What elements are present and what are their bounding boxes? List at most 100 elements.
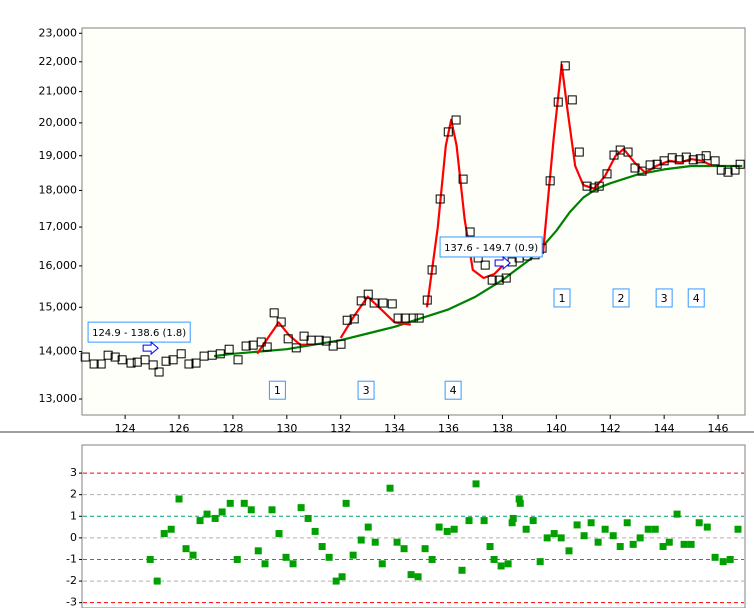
data-point xyxy=(297,504,305,512)
data-point xyxy=(387,299,397,309)
data-point xyxy=(609,150,619,160)
data-point xyxy=(184,359,194,369)
data-point xyxy=(522,525,530,533)
data-point xyxy=(644,525,652,533)
data-point xyxy=(601,525,609,533)
data-point xyxy=(318,543,326,551)
data-point xyxy=(378,298,388,308)
data-point xyxy=(651,525,659,533)
data-point xyxy=(543,534,551,542)
data-point xyxy=(504,560,512,568)
data-point xyxy=(226,499,234,507)
data-point xyxy=(371,538,379,546)
data-point xyxy=(716,165,726,175)
y-tick-label: 2 xyxy=(70,488,77,501)
y-tick-label: 15,000 xyxy=(39,300,78,313)
data-point xyxy=(659,543,667,551)
data-point xyxy=(480,517,488,525)
data-point xyxy=(233,555,241,563)
data-point xyxy=(450,525,458,533)
peak-label: 1 xyxy=(274,384,281,397)
data-point xyxy=(254,547,262,555)
x-tick-label: 136 xyxy=(438,422,459,435)
data-point xyxy=(282,553,290,561)
data-point xyxy=(687,540,695,548)
data-point xyxy=(680,540,688,548)
data-point xyxy=(283,334,293,344)
y-tick-label: 20,000 xyxy=(39,116,78,129)
peak-label: 3 xyxy=(363,384,370,397)
data-point xyxy=(580,532,588,540)
data-point xyxy=(276,317,286,327)
data-point xyxy=(567,95,577,105)
range-label: 124.9 - 138.6 (1.8) xyxy=(92,328,186,339)
peak-label: 1 xyxy=(559,292,566,305)
data-point xyxy=(211,514,219,522)
data-point xyxy=(645,160,655,170)
data-point xyxy=(233,355,243,365)
data-point xyxy=(325,553,333,561)
data-point xyxy=(89,359,99,369)
data-point xyxy=(275,530,283,538)
data-point xyxy=(487,275,497,285)
data-point xyxy=(427,265,437,275)
x-tick-label: 134 xyxy=(384,422,405,435)
data-point xyxy=(269,308,279,318)
y-tick-label: 18,000 xyxy=(39,183,78,196)
y-tick-label: 16,000 xyxy=(39,259,78,272)
data-point xyxy=(321,336,331,346)
peak-label: 3 xyxy=(661,292,668,305)
data-point xyxy=(110,352,120,362)
data-point xyxy=(393,538,401,546)
data-point xyxy=(80,352,90,362)
data-point xyxy=(364,523,372,531)
data-point xyxy=(182,545,190,553)
data-point xyxy=(490,555,498,563)
data-point xyxy=(701,151,711,161)
peak-label: 4 xyxy=(693,292,700,305)
data-point xyxy=(472,480,480,488)
data-point xyxy=(314,335,324,345)
data-point xyxy=(465,517,473,525)
data-point xyxy=(723,167,733,177)
x-tick-label: 144 xyxy=(654,422,675,435)
data-point xyxy=(241,341,251,351)
y-tick-label: 3 xyxy=(70,466,77,479)
data-point xyxy=(458,174,468,184)
data-point xyxy=(338,573,346,581)
data-point xyxy=(688,155,698,165)
data-point xyxy=(451,115,461,125)
data-point xyxy=(349,551,357,559)
y-tick-label: 21,000 xyxy=(39,85,78,98)
data-point xyxy=(734,525,742,533)
data-point xyxy=(357,536,365,544)
data-point xyxy=(582,181,592,191)
y-tick-label: 22,000 xyxy=(39,55,78,68)
peak-label-box xyxy=(357,380,375,400)
data-point xyxy=(146,555,154,563)
data-point xyxy=(117,355,127,365)
data-point xyxy=(421,545,429,553)
data-point xyxy=(458,566,466,574)
data-point xyxy=(386,484,394,492)
y-tick-label: -3 xyxy=(66,596,77,608)
y-tick-label: 17,000 xyxy=(39,220,78,233)
data-point xyxy=(497,562,505,570)
data-point xyxy=(167,525,175,533)
peak-label-box xyxy=(687,288,705,308)
data-point xyxy=(407,571,415,579)
x-tick-label: 130 xyxy=(276,422,297,435)
peak-label-box xyxy=(655,288,673,308)
data-point xyxy=(332,577,340,585)
x-tick-label: 146 xyxy=(708,422,729,435)
peak-label: 4 xyxy=(450,384,457,397)
data-point xyxy=(203,510,211,518)
top-plot-area xyxy=(81,27,746,416)
data-point xyxy=(369,298,379,308)
range-arrow xyxy=(494,255,511,271)
data-point xyxy=(349,314,359,324)
data-point xyxy=(191,358,201,368)
data-point xyxy=(609,532,617,540)
data-point xyxy=(616,543,624,551)
data-point xyxy=(435,194,445,204)
